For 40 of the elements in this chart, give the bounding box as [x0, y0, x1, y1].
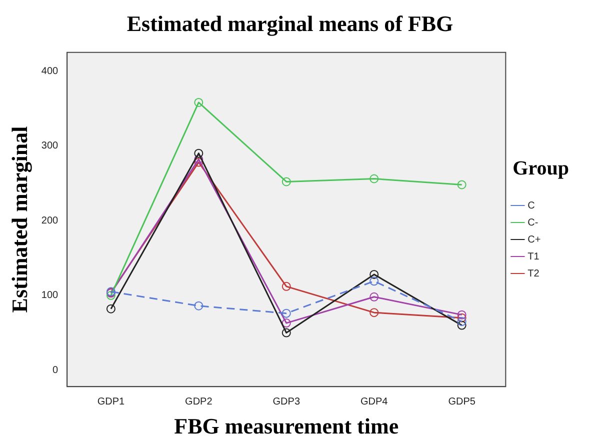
- y-tick-label: 200: [41, 215, 59, 226]
- point: [282, 318, 291, 328]
- y-tick-label: 0: [52, 364, 59, 376]
- point: [194, 98, 204, 107]
- point: [282, 308, 291, 318]
- y-tick-label: 300: [41, 140, 59, 152]
- legend-title: Group: [512, 158, 570, 180]
- point: [457, 180, 466, 190]
- legend-label: T2: [528, 268, 540, 280]
- point: [194, 154, 204, 164]
- x-tick-label: GDP3: [272, 396, 300, 408]
- x-tick-label: GDP5: [448, 396, 476, 408]
- point: [370, 174, 379, 184]
- point: [370, 276, 379, 286]
- point: [282, 282, 291, 291]
- point: [194, 158, 204, 167]
- point: [194, 148, 204, 158]
- point: [370, 292, 379, 302]
- y-tick-label: 100: [41, 290, 59, 302]
- point: [457, 313, 466, 322]
- chart-title: Estimated marginal means of FBG: [126, 10, 454, 36]
- point: [370, 270, 379, 279]
- legend-label: T1: [528, 251, 540, 262]
- x-tick-label: GDP4: [360, 396, 388, 408]
- point: [457, 310, 466, 320]
- point: [457, 320, 466, 330]
- point: [194, 301, 204, 310]
- point: [457, 317, 466, 326]
- legend-label: C: [528, 200, 535, 212]
- point: [282, 328, 291, 338]
- point: [370, 308, 379, 318]
- x-tick-label: GDP2: [185, 396, 213, 408]
- x-tick-label: GDP1: [97, 396, 125, 408]
- point: [106, 304, 116, 314]
- legend-label: C+: [528, 234, 541, 246]
- y-tick-label: 400: [41, 66, 59, 77]
- y-axis-title: Estimated marginal: [6, 126, 32, 313]
- x-axis-title: FBG measurement time: [174, 413, 399, 438]
- point: [282, 177, 291, 186]
- legend-label: C-: [528, 217, 538, 228]
